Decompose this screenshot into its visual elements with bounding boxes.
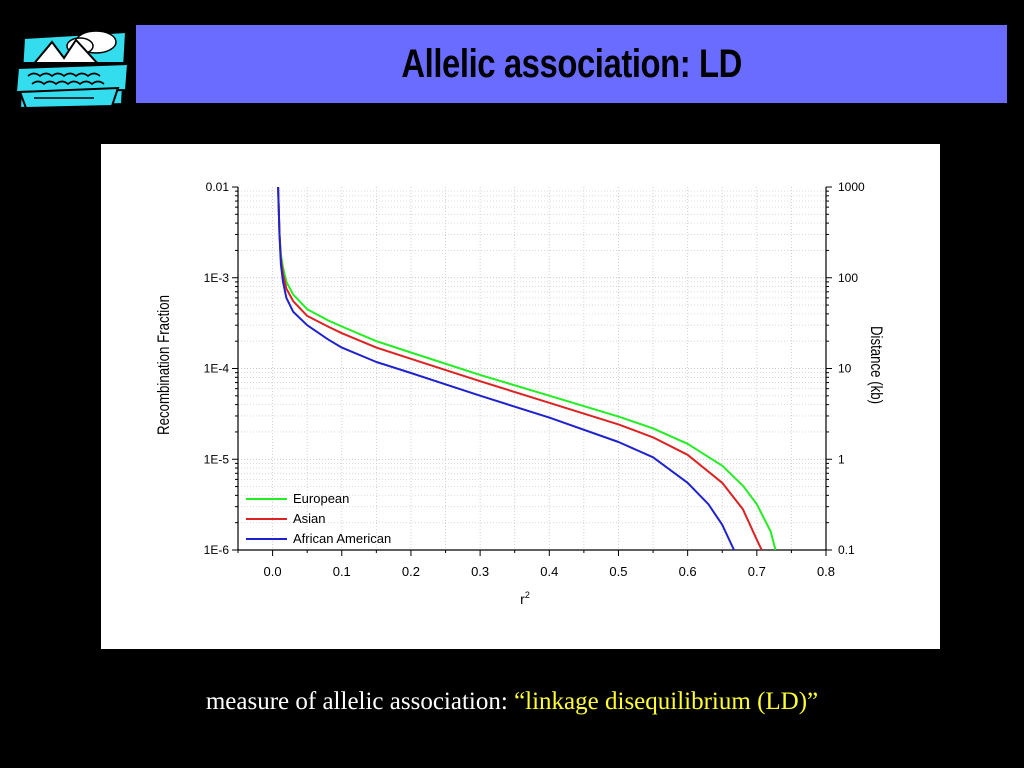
- y-tick-label: 1E-5: [204, 452, 230, 466]
- x-tick-label: 0.6: [679, 564, 697, 579]
- x-axis-label: r2: [520, 590, 530, 607]
- x-tick-label: 0.0: [264, 564, 282, 579]
- series-line-asian: [277, 186, 763, 551]
- y2-tick-label: 0.1: [838, 543, 855, 557]
- y2-tick-label: 1: [838, 452, 845, 466]
- legend-label-african-american: African American: [293, 531, 391, 546]
- x-tick-label: 0.8: [817, 564, 835, 579]
- series-line-european: [277, 186, 777, 551]
- y-tick-label: 0.01: [206, 180, 230, 194]
- series-line-african-american: [277, 186, 735, 551]
- x-axis-label-main: r: [520, 591, 525, 607]
- y2-tick-label: 100: [838, 271, 858, 285]
- ld-decay-chart: 0.0 0.1 0.2 0.3 0.4 0.5 0.6 0.7 0.8 0.01 1E-3 1E-4 1…: [155, 180, 886, 607]
- caption-highlight: “linkage disequilibrium (LD)”: [514, 688, 819, 715]
- x-axis-label-superscript: 2: [525, 590, 530, 600]
- x-tick-label: 0.4: [540, 564, 558, 579]
- slide-caption: measure of allelic association: “linkage…: [0, 688, 1024, 716]
- y2-tick-label: 10: [838, 362, 852, 376]
- x-tick-label: 0.3: [471, 564, 489, 579]
- x-tick-label: 0.7: [748, 564, 766, 579]
- caption-prefix: measure of allelic association:: [205, 688, 515, 715]
- legend-label-asian: Asian: [293, 511, 326, 526]
- y-tick-label: 1E-6: [204, 543, 230, 557]
- slide-title: Allelic association: LD: [401, 41, 742, 86]
- y2-tick-label: 1000: [838, 180, 865, 194]
- title-bar: Allelic association: LD: [136, 25, 1007, 103]
- y-tick-label: 1E-4: [204, 362, 230, 376]
- x-tick-label: 0.1: [333, 564, 351, 579]
- y2-axis-label: Distance (kb): [867, 326, 886, 404]
- legend-label-european: European: [293, 491, 349, 506]
- y-axis-label: Recombination Fraction: [155, 295, 174, 435]
- x-tick-label: 0.5: [609, 564, 627, 579]
- chart-panel: 0.0 0.1 0.2 0.3 0.4 0.5 0.6 0.7 0.8 0.01 1E-3 1E-4 1…: [101, 144, 940, 649]
- x-tick-label: 0.2: [402, 564, 420, 579]
- mountain-lake-clipart-icon: [14, 18, 132, 112]
- y-tick-label: 1E-3: [204, 271, 230, 285]
